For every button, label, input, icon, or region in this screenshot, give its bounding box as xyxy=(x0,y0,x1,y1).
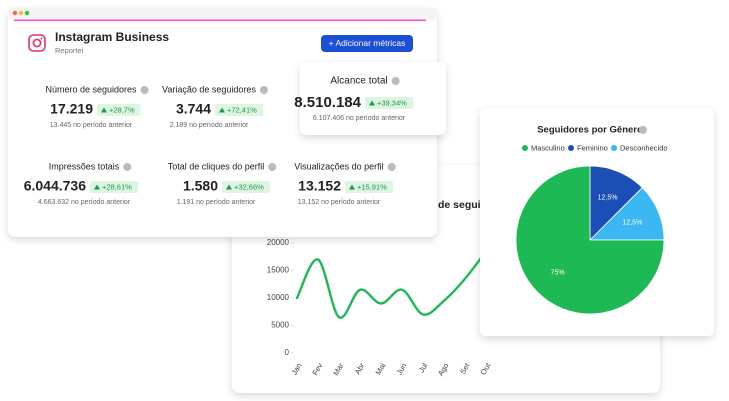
chart-title: Seguidores por Gênero xyxy=(537,125,643,136)
legend-swatch xyxy=(522,145,528,151)
help-icon[interactable] xyxy=(140,86,149,94)
metric-value: 17.219 xyxy=(50,101,93,117)
instagram-icon xyxy=(28,34,46,52)
up-arrow xyxy=(94,184,100,190)
change-value: +28,61% xyxy=(102,182,132,191)
legend-swatch xyxy=(568,145,574,151)
accent-line xyxy=(14,19,426,22)
window-dot xyxy=(18,10,24,16)
legend-label: Masculino xyxy=(531,143,565,152)
metric-label: Variação de seguidores xyxy=(162,84,256,94)
metric-value: 1.580 xyxy=(183,178,218,194)
change-badge xyxy=(222,181,271,193)
change-value: +15,91% xyxy=(357,182,387,191)
y-tick-label: 5000 xyxy=(271,321,289,330)
change-value: +39,34% xyxy=(377,98,407,107)
metric-label: Impressões totais xyxy=(49,161,120,171)
y-tick-label: 15000 xyxy=(267,266,290,275)
window-dot xyxy=(12,10,18,16)
help-icon[interactable] xyxy=(639,126,647,134)
up-arrow xyxy=(226,184,232,190)
subtitle: Reportei xyxy=(55,46,84,55)
instagram-icon xyxy=(40,37,43,40)
pie-slice xyxy=(589,165,643,241)
y-tick-label: 0 xyxy=(285,348,290,357)
change-badge xyxy=(97,104,141,116)
metric-label: Visualizações do perfil xyxy=(294,161,383,171)
metric-label: Alcance total xyxy=(330,76,387,87)
legend-swatch xyxy=(611,145,617,151)
up-arrow xyxy=(349,184,355,190)
change-badge xyxy=(90,181,139,193)
metric-value: 6.044.736 xyxy=(24,178,86,194)
change-badge xyxy=(365,97,414,109)
help-icon[interactable] xyxy=(387,163,396,171)
line-series xyxy=(295,250,488,319)
window-bar xyxy=(8,8,437,20)
y-tick-label: 10000 xyxy=(267,293,290,302)
previous-value: 13.152 no período anterior xyxy=(298,199,381,206)
pie-chart-card: Seguidores por Gênero Masculino Feminino D… xyxy=(480,108,714,336)
up-arrow xyxy=(219,107,225,113)
change-value: +72,41% xyxy=(227,105,257,114)
previous-value: 6.107.406 no período anterior xyxy=(313,115,406,122)
pie-slice xyxy=(589,187,665,241)
previous-value: 13.445 no período anterior xyxy=(50,122,133,129)
slice-label: 12,5% xyxy=(598,194,618,201)
help-icon[interactable] xyxy=(268,163,277,171)
metric-value: 13.152 xyxy=(298,178,341,194)
previous-value: 2.189 no período anterior xyxy=(170,122,249,129)
reach-card: Alcance total 8.510.184 +39,34% 6.107.406 n… xyxy=(294,62,446,135)
change-value: +32,66% xyxy=(234,182,264,191)
instagram-icon xyxy=(32,38,42,48)
previous-value: 1.191 no período anterior xyxy=(177,199,256,206)
change-badge xyxy=(215,104,264,116)
help-icon[interactable] xyxy=(259,86,268,94)
slice-label: 12,5% xyxy=(622,219,642,226)
metric-value: 8.510.184 xyxy=(294,94,361,111)
pie-slice xyxy=(515,165,665,315)
help-icon[interactable] xyxy=(391,77,400,85)
up-arrow xyxy=(101,107,107,113)
help-icon[interactable] xyxy=(123,163,132,171)
previous-value: 4.663.632 no período anterior xyxy=(38,199,131,206)
window-dot xyxy=(24,10,30,16)
x-tick-label: Jul xyxy=(417,361,430,374)
title: Instagram Business xyxy=(55,30,169,44)
metric-label: Total de cliques do perfil xyxy=(168,161,265,171)
legend-label: Feminino xyxy=(577,143,608,152)
button-label[interactable]: + Adicionar métricas xyxy=(329,38,406,48)
change-badge xyxy=(345,181,394,193)
change-value: +28,7% xyxy=(109,105,135,114)
metric-value: 3.744 xyxy=(176,101,211,117)
y-tick-label: 20000 xyxy=(267,238,290,247)
metric-label: Número de seguidores xyxy=(45,84,137,94)
add-metrics-button[interactable] xyxy=(321,35,413,52)
up-arrow xyxy=(369,100,375,106)
slice-label: 75% xyxy=(551,269,565,276)
legend-label: Desconhecido xyxy=(620,143,668,152)
